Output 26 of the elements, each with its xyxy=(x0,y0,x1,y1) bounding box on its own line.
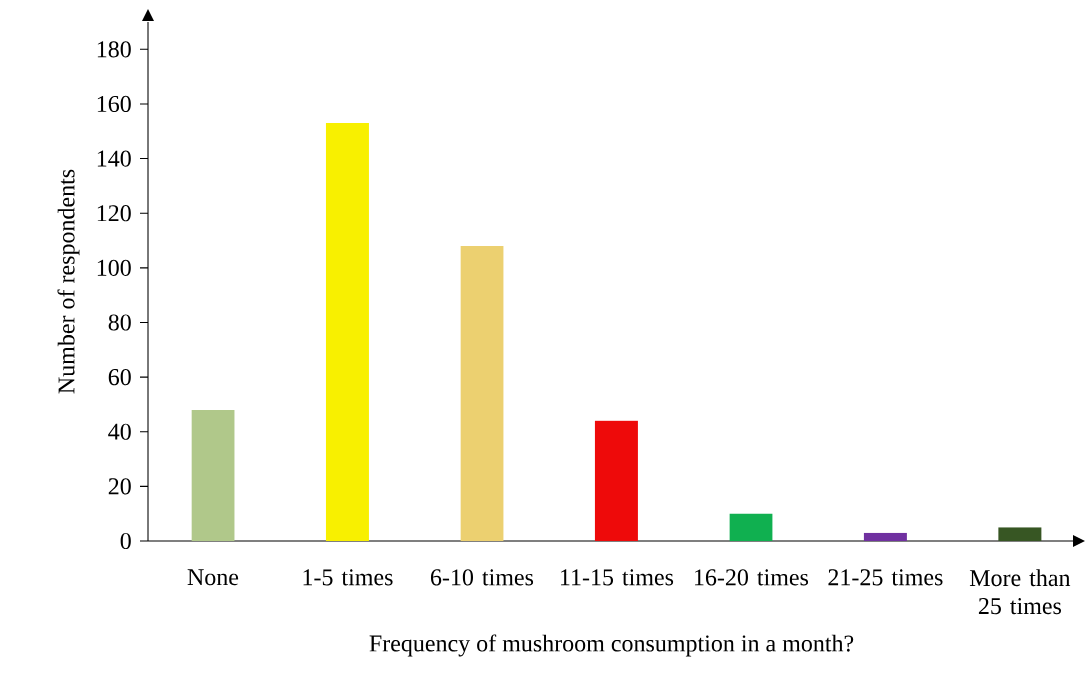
bar xyxy=(729,513,773,541)
x-tick-label: 11-15 times xyxy=(560,569,674,586)
x-tick-label: More than 25 times xyxy=(969,569,1071,615)
x-axis-title: Frequency of mushroom consumption in a month? xyxy=(369,634,854,657)
y-axis-title: Number of respondents xyxy=(57,169,80,394)
y-tick-label: 100 xyxy=(97,259,131,276)
x-tick-label: 6-10 times xyxy=(430,569,534,586)
y-tick-label: 60 xyxy=(108,369,131,386)
y-tick-label: 120 xyxy=(97,205,131,222)
y-tick-label: 0 xyxy=(120,532,131,550)
y-tick-label: 140 xyxy=(97,150,131,167)
y-tick-label: 180 xyxy=(97,41,131,58)
bar xyxy=(191,409,235,541)
bar xyxy=(594,420,638,541)
x-tick-label: 21-25 times xyxy=(828,569,943,586)
bar xyxy=(460,245,504,541)
x-tick-label: 16-20 times xyxy=(695,569,809,586)
y-tick-label: 40 xyxy=(108,423,131,440)
y-tick-label: 160 xyxy=(97,95,131,113)
y-tick-label: 80 xyxy=(108,314,131,331)
x-tick-label: 1-5 times xyxy=(303,569,393,586)
x-tick-label: None xyxy=(187,569,239,586)
bar xyxy=(863,532,907,541)
bar xyxy=(998,527,1042,541)
bar xyxy=(325,123,369,541)
y-tick-label: 20 xyxy=(108,478,131,495)
